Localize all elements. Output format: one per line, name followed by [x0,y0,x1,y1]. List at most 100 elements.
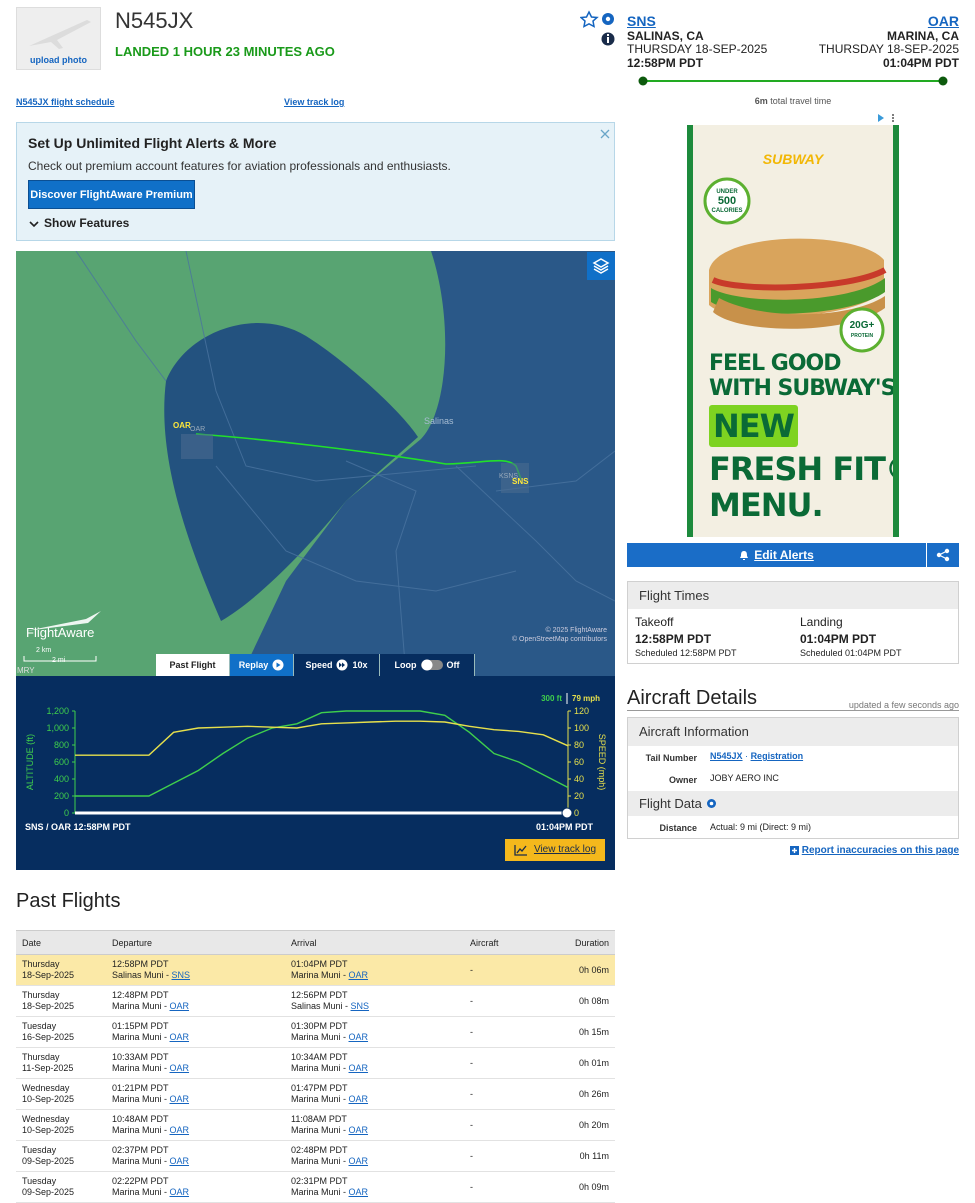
airport-code[interactable]: OAR [348,1063,369,1073]
schedule-link[interactable]: N545JX flight schedule [16,97,115,107]
date: 09-Sep-2025 [22,1187,75,1197]
airport-code[interactable]: OAR [348,1032,369,1042]
airport-line: Marina Muni - OAR [112,1001,279,1012]
chevron-icon [29,221,39,228]
flight-row[interactable]: Tuesday 16-Sep-2025 01:15PM PDT Marina Muni… [16,1016,615,1048]
upload-photo-link[interactable]: upload photo [30,55,87,65]
airport-code[interactable]: OAR [169,1187,190,1197]
ad-headline: FEEL GOOD WITH SUBWAY'S [709,351,896,401]
logo-plane [26,611,101,631]
info-icon[interactable] [601,32,615,46]
airport-name: Marina Muni - [291,1094,349,1104]
departure-cell: 01:21PM PDT Marina Muni - OAR [106,1078,285,1110]
promo-text: Check out premium account features for a… [28,159,451,173]
speed-value: 10x [352,660,368,670]
aircraft-info-title: Aircraft Information [628,718,958,746]
track-log-link[interactable]: View track log [284,97,345,107]
airport-code[interactable]: OAR [169,1032,190,1042]
airport-code[interactable]: SNS [350,1001,370,1011]
speed-icon [336,659,348,671]
playback-controls: Past Flight Replay Speed 10x Loop Off [156,654,475,676]
aircraft-cell: - [464,1140,544,1172]
airport-code[interactable]: OAR [169,1156,190,1166]
star-icon[interactable] [580,10,599,28]
tail-link[interactable]: N545JX [710,751,743,761]
airport-code[interactable]: OAR [348,1187,369,1197]
report-label: Report inaccuracies on this page [801,845,959,856]
attribution-osm[interactable]: © OpenStreetMap contributors [511,636,607,643]
speed-control[interactable]: Speed 10x [294,654,380,676]
airport-code[interactable]: OAR [169,1001,190,1011]
separator: · [745,751,749,761]
ad-brand: SUBWAY [762,151,824,167]
landing-time: 01:04PM PDT [800,632,877,646]
airport-code[interactable]: OAR [169,1063,190,1073]
photo-placeholder[interactable]: upload photo [16,7,101,70]
aircraft-info-box: Aircraft Information Tail Number N545JX … [627,717,959,839]
table-header: Date Departure Arrival Aircraft Duration [16,930,615,955]
loop-toggle [420,659,443,671]
attribution-fa: © 2025 FlightAware [545,627,607,634]
airport-line: Marina Muni - OAR [112,1032,279,1043]
airport-code[interactable]: OAR [169,1094,190,1104]
edit-alerts-button[interactable]: Edit Alerts [627,543,926,567]
time: 02:37PM PDT [112,1145,169,1155]
airport-code[interactable]: SNS [171,970,191,980]
flight-row[interactable]: Tuesday 09-Sep-2025 02:37PM PDT Marina Muni… [16,1140,615,1172]
date: 09-Sep-2025 [22,1156,75,1166]
show-features[interactable]: Show Features [44,216,130,230]
map-label-mry: MRY [17,666,35,675]
flight-data-title: Flight Data [628,791,958,816]
airport-code[interactable]: OAR [348,970,369,980]
bell-icon [740,550,749,560]
ad-choices[interactable] [876,113,900,123]
flight-row[interactable]: Tuesday 09-Sep-2025 02:22PM PDT Marina Muni… [16,1171,615,1203]
aircraft-cell: - [464,985,544,1017]
settings-icon[interactable] [706,798,717,809]
share-icon [936,548,950,562]
airport-code[interactable]: OAR [348,1156,369,1166]
report-link[interactable]: Report inaccuracies on this page [789,845,959,856]
airport-line: Marina Muni - OAR [112,1094,279,1105]
duration-cell: 0h 06m [544,954,615,986]
airport-name: Salinas Muni - [291,1001,351,1011]
airport-line: Marina Muni - OAR [112,1063,279,1074]
loop-control[interactable]: Loop Off [380,654,475,676]
y-axis-title: ALTITUDE (ft) [25,734,35,790]
airport-code[interactable]: OAR [348,1094,369,1104]
share-button[interactable] [927,543,959,567]
past-flight-tab[interactable]: Past Flight [156,654,230,676]
badge-line: 20G+ [849,320,875,331]
advertisement[interactable]: SUBWAY UNDER 500 CALORIES 20G+ PROTEIN F… [687,125,899,537]
time: 01:30PM PDT [291,1021,348,1031]
flight-row[interactable]: Thursday 18-Sep-2025 12:48PM PDT Marina Mun… [16,985,615,1017]
flight-row[interactable]: Wednesday 10-Sep-2025 01:21PM PDT Marina Mu… [16,1078,615,1110]
flight-row[interactable]: Wednesday 10-Sep-2025 10:48AM PDT Marina Mu… [16,1109,615,1141]
airport-line: Marina Muni - OAR [112,1125,279,1136]
view-track-log-button[interactable]: View track log [505,839,605,861]
flight-map[interactable]: OAR OAR KSNS SNS Salinas MRY FlightAware… [16,251,615,676]
layers-button[interactable] [587,252,615,280]
registration-link[interactable]: Registration [750,751,804,761]
headline-line: WITH SUBWAY'S [709,376,896,401]
settings-icon[interactable] [602,13,614,25]
premium-button[interactable]: Discover FlightAware Premium [28,180,195,209]
tail-links: N545JX · Registration [710,751,803,761]
duration-cell: 0h 09m [544,1171,615,1203]
close-icon[interactable] [599,128,611,140]
airport-name: Marina Muni - [112,1187,170,1197]
airport-name: Marina Muni - [112,1001,170,1011]
flight-profile-chart: 0 200 400 600 800 1,000 1,200 0 20 40 60 80 100 120 AL… [25,693,607,832]
destination-code[interactable]: OAR [927,13,959,29]
airport-code[interactable]: OAR [169,1125,190,1135]
header-icons [580,10,615,46]
replay-button[interactable]: Replay [230,654,294,676]
flight-row[interactable]: Thursday 18-Sep-2025 12:58PM PDT Salinas Mu… [16,954,615,986]
flight-row[interactable]: Thursday 11-Sep-2025 10:33AM PDT Marina Mun… [16,1047,615,1079]
replay-label: Replay [238,660,269,670]
airport-line: Marina Muni - OAR [291,1094,458,1105]
airport-code[interactable]: OAR [348,1125,369,1135]
date: 10-Sep-2025 [22,1094,75,1104]
calorie-badge [703,177,751,225]
origin-code[interactable]: SNS [627,13,656,29]
